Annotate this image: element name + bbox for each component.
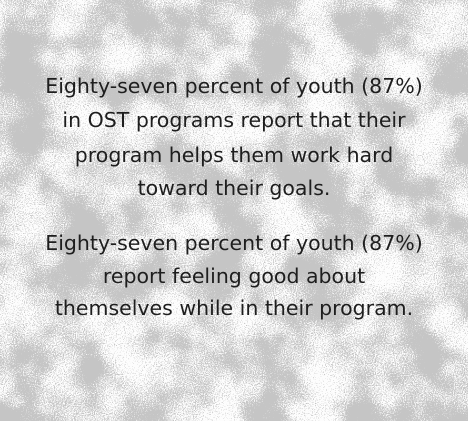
paragraph-line: themselves while in their program. <box>54 296 414 320</box>
paragraph-line: program helps them work hard <box>74 143 394 167</box>
paragraph-line: Eighty-seven percent of youth (87%) <box>45 231 423 255</box>
paragraph-line: in OST programs report that their <box>62 108 406 132</box>
paragraph-line: Eighty-seven percent of youth (87%) <box>45 74 423 98</box>
paragraph-line: toward their goals. <box>137 176 331 200</box>
paragraph-line: report feeling good about <box>102 264 366 288</box>
